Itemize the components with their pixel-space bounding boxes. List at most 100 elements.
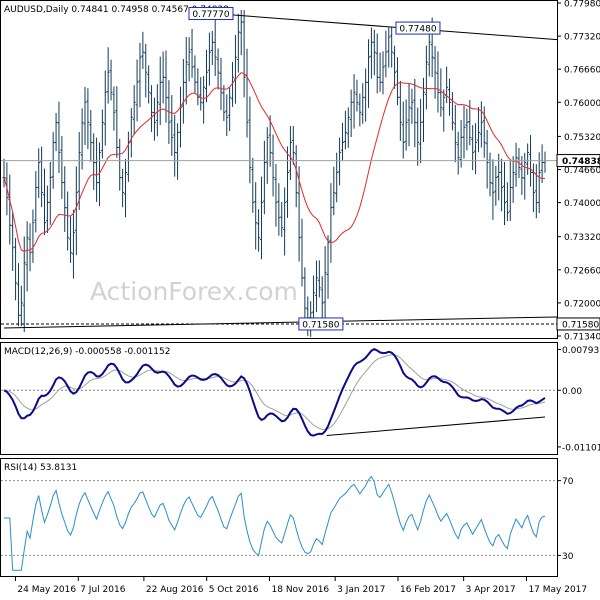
ohlc-bar <box>352 74 356 129</box>
ohlc-bar <box>92 133 96 190</box>
ohlc-bar <box>508 160 512 222</box>
ohlc-bar <box>291 126 295 165</box>
y-tick-label: 0.77320 <box>564 33 600 43</box>
ohlc-bar <box>262 140 266 215</box>
ohlc-bar <box>71 209 75 279</box>
ohlc-bar <box>474 123 478 175</box>
macd-tick-label: 0.007933 <box>562 346 600 356</box>
ohlc-bar <box>152 97 156 141</box>
ohlc-bar <box>329 183 333 263</box>
ohlc-bar <box>497 153 501 201</box>
macd-signal-line <box>3 354 546 431</box>
y-tick-label: 0.71340 <box>564 333 600 343</box>
x-tick-label: 7 Jul 2016 <box>80 585 125 595</box>
ohlc-bar <box>176 123 180 180</box>
ohlc-bar <box>526 143 530 175</box>
y-tick-label: 0.73320 <box>564 233 600 243</box>
ohlc-bar <box>375 33 379 94</box>
ohlc-bar <box>274 164 278 227</box>
ohlc-bar <box>48 161 52 225</box>
x-tick-label: 5 Oct 2016 <box>209 585 259 595</box>
ohlc-bar <box>398 80 402 141</box>
ohlc-bar <box>502 162 506 226</box>
ohlc-bar <box>16 263 20 327</box>
ohlc-bar <box>465 108 469 151</box>
ohlc-bar <box>118 138 122 191</box>
macd-line <box>3 348 546 437</box>
price-tag-label: 0.71580 <box>562 320 599 330</box>
rsi-line <box>4 475 546 571</box>
ohlc-bar <box>456 131 460 175</box>
ohlc-bar <box>384 30 388 78</box>
ohlc-bar <box>390 26 394 68</box>
ohlc-bar <box>239 9 243 56</box>
ohlc-bar <box>349 89 353 138</box>
ohlc-bar <box>317 260 321 298</box>
macd-panel <box>0 342 558 455</box>
ohlc-bar <box>86 88 90 150</box>
ohlc-bar <box>210 31 214 65</box>
y-tick-label: 0.76000 <box>564 99 600 109</box>
x-tick-label: 22 Aug 2016 <box>146 585 204 595</box>
y-tick-label: 0.77980 <box>564 0 600 10</box>
ohlc-bar <box>184 36 188 105</box>
ohlc-bar <box>320 276 324 320</box>
ohlc-bar <box>77 132 81 210</box>
ohlc-bar <box>124 159 128 218</box>
level-label-2: 0.77480 <box>395 21 441 35</box>
ohlc-bar <box>404 99 408 151</box>
ohlc-bar <box>43 168 47 235</box>
ohlc-bar <box>257 209 261 252</box>
ohlc-bar <box>219 57 223 111</box>
x-tick-label: 16 Feb 2017 <box>400 585 456 595</box>
ohlc-bar <box>520 156 524 195</box>
ohlc-bar <box>471 125 475 171</box>
ohlc-bar <box>476 106 480 153</box>
ohlc-bar <box>63 166 67 232</box>
svg-text:0.77770: 0.77770 <box>192 10 229 20</box>
ohlc-bar <box>338 137 342 186</box>
ohlc-bar <box>271 134 275 197</box>
ohlc-bar <box>265 127 269 184</box>
ohlc-bars <box>2 9 547 337</box>
ohlc-bar <box>254 182 258 250</box>
ohlc-bar <box>181 59 185 124</box>
ohlc-bar <box>283 187 287 256</box>
ohlc-bar <box>494 165 498 206</box>
ohlc-bar <box>83 86 87 146</box>
ohlc-bar <box>410 88 414 124</box>
ohlc-bar <box>222 85 226 122</box>
ohlc-bar <box>141 31 145 69</box>
ohlc-bar <box>205 49 209 103</box>
ohlc-bar <box>346 107 350 148</box>
ohlc-bar <box>537 152 541 214</box>
y-tick-label: 0.74000 <box>564 199 600 209</box>
ohlc-bar <box>277 183 281 236</box>
ohlc-bar <box>11 212 15 271</box>
ohlc-bar <box>207 32 211 86</box>
ohlc-bar <box>103 70 107 146</box>
ohlc-bar <box>462 105 466 159</box>
ohlc-bar <box>202 76 206 124</box>
ohlc-bar <box>439 68 443 117</box>
ohlc-bar <box>115 86 119 158</box>
ohlc-bar <box>22 236 26 333</box>
macd-tick-label: 0.00 <box>562 387 582 397</box>
ohlc-bar <box>54 113 58 152</box>
ohlc-bar <box>242 9 246 98</box>
ohlc-bar <box>485 129 489 189</box>
ohlc-bar <box>259 176 263 260</box>
ohlc-bar <box>150 85 154 132</box>
ohlc-bar <box>45 185 49 233</box>
ohlc-bar <box>37 148 41 198</box>
ohlc-bar <box>332 166 336 216</box>
y-tick-label: 0.72000 <box>564 299 600 309</box>
ohlc-bar <box>491 159 495 220</box>
level-label-3: 0.71580 <box>298 317 344 331</box>
ohlc-bar <box>479 101 483 148</box>
ohlc-bar <box>288 126 292 180</box>
ohlc-bar <box>187 37 191 82</box>
ohlc-bar <box>387 27 391 68</box>
ohlc-bar <box>369 27 373 79</box>
